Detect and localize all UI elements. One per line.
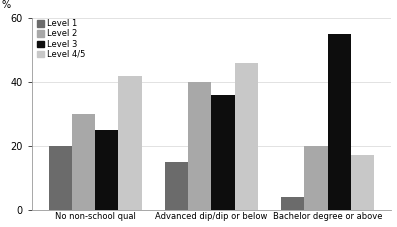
Bar	[235, 63, 258, 210]
Bar	[328, 34, 351, 210]
Bar	[211, 95, 235, 210]
Bar	[95, 130, 118, 210]
Bar	[304, 146, 328, 210]
Bar	[118, 76, 142, 210]
Legend: Level 1, Level 2, Level 3, Level 4/5: Level 1, Level 2, Level 3, Level 4/5	[36, 18, 87, 60]
Bar	[188, 82, 211, 210]
Bar	[281, 197, 304, 210]
Y-axis label: %: %	[2, 0, 11, 10]
Bar	[165, 162, 188, 210]
Bar	[72, 114, 95, 210]
Bar	[48, 146, 72, 210]
Bar	[351, 155, 374, 210]
